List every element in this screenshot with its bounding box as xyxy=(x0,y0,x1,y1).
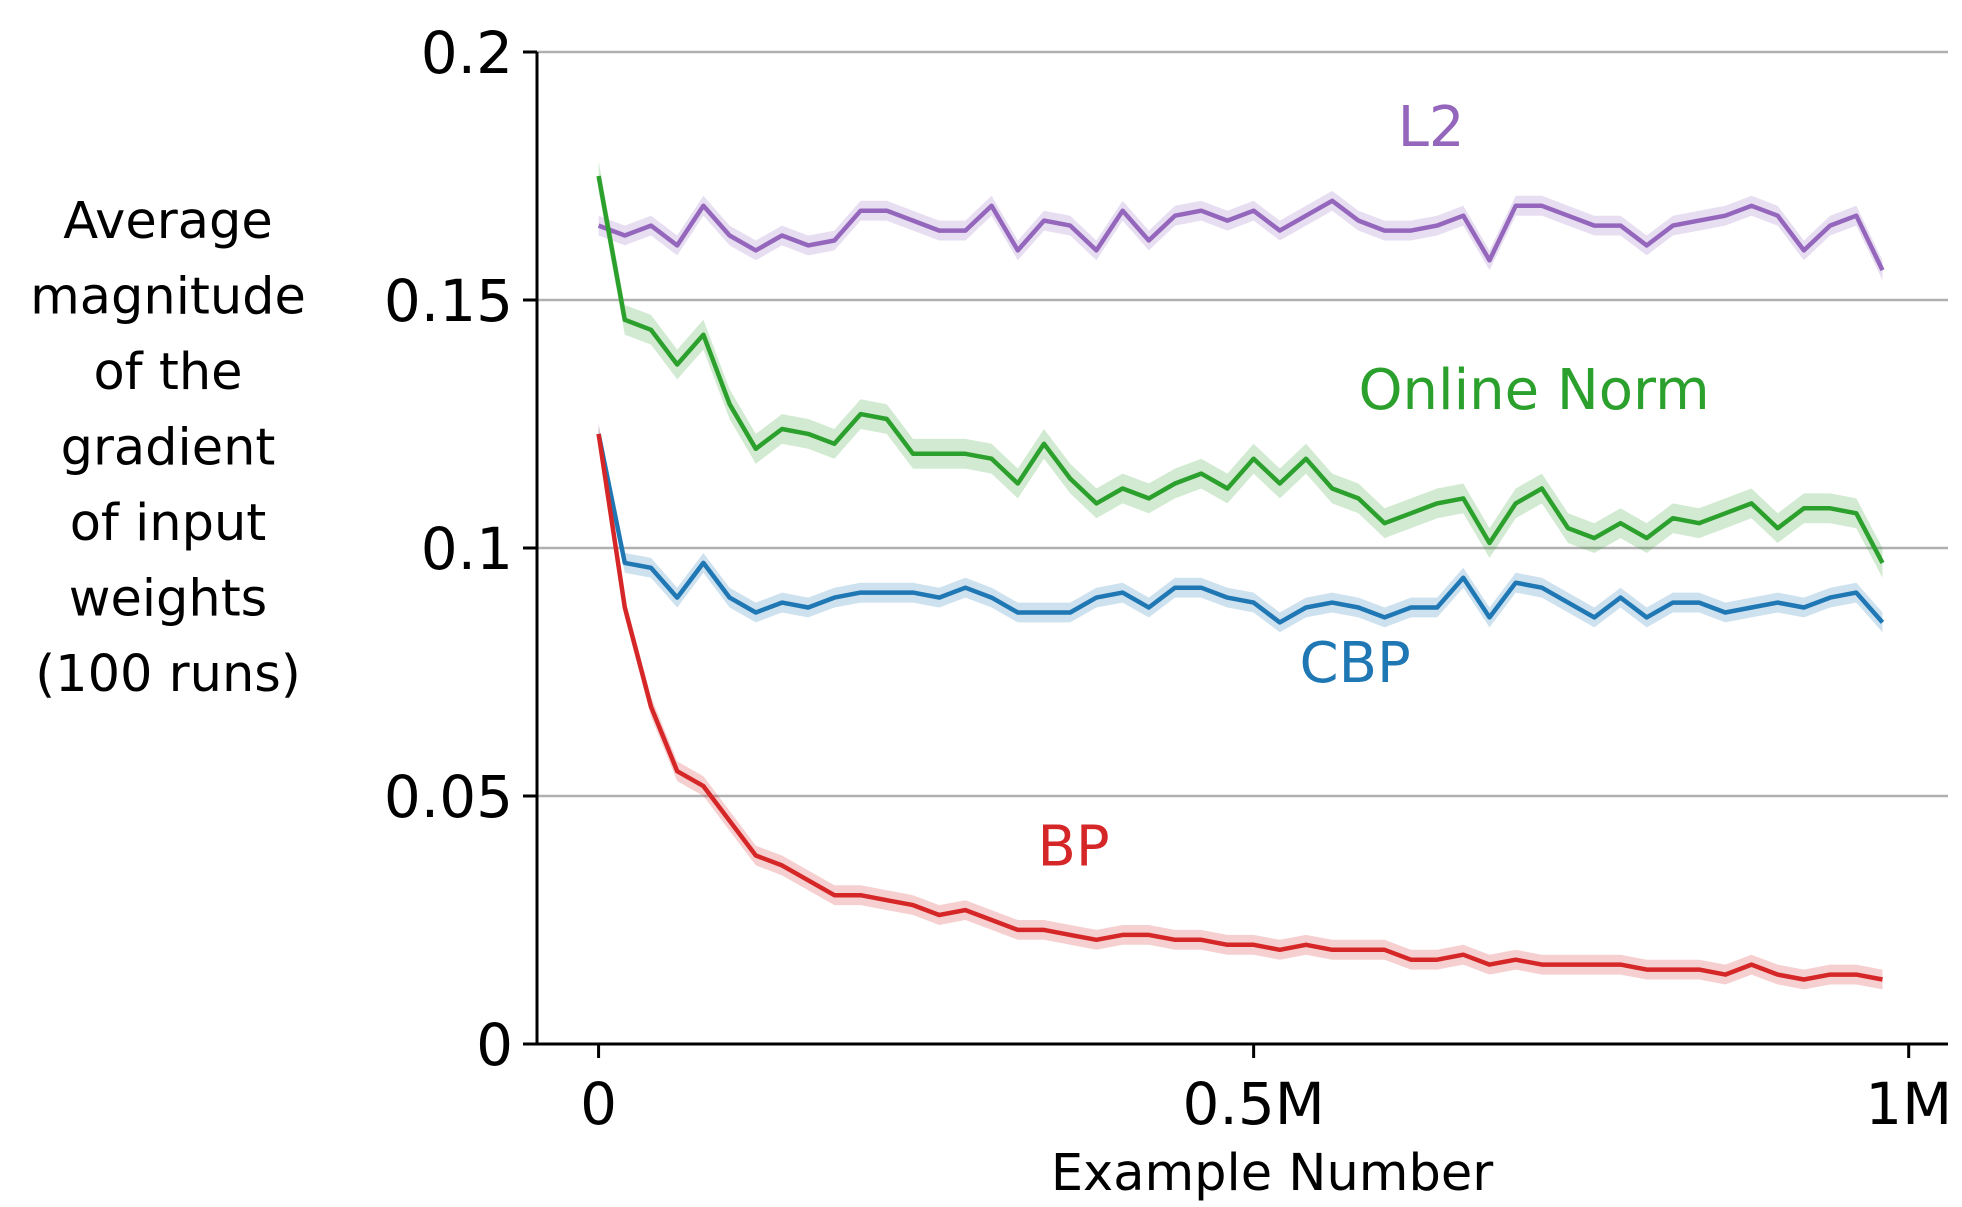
series-labels: L2 Online Norm CBP BP xyxy=(1037,95,1709,879)
band-l2 xyxy=(598,190,1883,281)
y-tick-label: 0.15 xyxy=(384,267,513,335)
y-tick-label: 0 xyxy=(476,1011,513,1079)
y-axis-title-line: gradient xyxy=(61,419,276,478)
series-label-cbp: CBP xyxy=(1299,631,1410,696)
y-axis-title-line: Average xyxy=(63,192,272,251)
x-tick-label: 0 xyxy=(580,1070,617,1138)
line-online-norm xyxy=(596,175,1885,564)
y-axis-title-line: (100 runs) xyxy=(35,645,301,704)
series-label-online-norm: Online Norm xyxy=(1358,358,1709,423)
band-cbp xyxy=(598,424,1883,633)
y-axis-title-line: magnitude xyxy=(30,268,306,327)
ticks: 0 0.05 0.1 0.15 0.2 0 0.5M 1M xyxy=(384,19,1952,1138)
line-l2 xyxy=(597,198,1885,272)
y-axis-title-line: of input xyxy=(70,494,267,553)
series-label-l2: L2 xyxy=(1398,95,1465,160)
x-tick-label: 0.5M xyxy=(1182,1070,1324,1138)
line-cbp xyxy=(596,433,1885,625)
x-tick-label: 1M xyxy=(1865,1070,1952,1138)
series-label-bp: BP xyxy=(1037,814,1109,879)
x-axis-title: Example Number xyxy=(1051,1144,1493,1203)
line-bp xyxy=(596,433,1883,982)
grid-lines xyxy=(537,50,1948,798)
y-axis-title: Average magnitude of the gradient of input we… xyxy=(30,192,306,704)
series-lines xyxy=(596,175,1885,982)
y-axis-title-line: of the xyxy=(93,343,242,402)
y-axis-title-line: weights xyxy=(69,570,268,629)
y-tick-label: 0.05 xyxy=(384,763,513,831)
confidence-bands xyxy=(598,161,1883,990)
y-tick-label: 0.2 xyxy=(421,19,513,87)
y-tick-label: 0.1 xyxy=(421,515,513,583)
